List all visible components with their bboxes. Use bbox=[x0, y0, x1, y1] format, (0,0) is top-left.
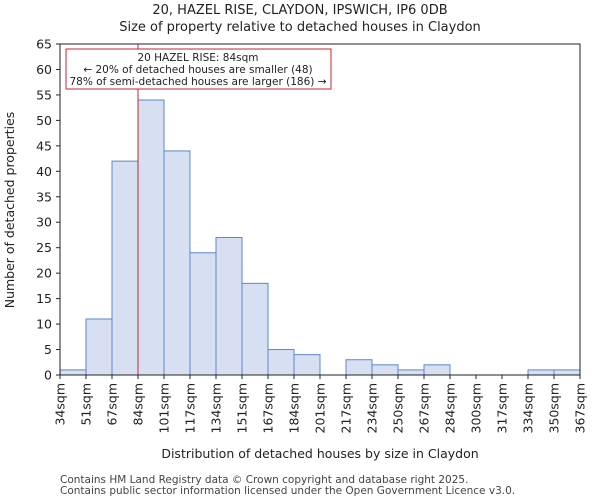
x-tick-label: 84sqm bbox=[131, 383, 146, 426]
x-tick-label: 367sqm bbox=[573, 383, 588, 433]
y-tick-label: 55 bbox=[36, 87, 52, 102]
bar-134sqm bbox=[215, 237, 243, 376]
bar-84sqm bbox=[137, 99, 165, 376]
footer-line-1: Contains HM Land Registry data © Crown c… bbox=[60, 474, 469, 486]
y-tick-label: 60 bbox=[36, 62, 52, 77]
bar-334sqm bbox=[527, 369, 555, 376]
chart-title: 20, HAZEL RISE, CLAYDON, IPSWICH, IP6 0D… bbox=[152, 3, 447, 18]
bar-267sqm bbox=[423, 364, 451, 376]
x-tick-label: 184sqm bbox=[287, 383, 302, 433]
x-tick-label: 201sqm bbox=[313, 383, 328, 433]
y-tick-label: 20 bbox=[36, 266, 52, 281]
y-tick-label: 45 bbox=[36, 138, 52, 153]
bar-350sqm bbox=[553, 369, 581, 376]
bar-34sqm bbox=[59, 369, 87, 376]
x-tick-label: 151sqm bbox=[235, 383, 250, 433]
x-tick-label: 350sqm bbox=[547, 383, 562, 433]
y-tick-label: 40 bbox=[36, 164, 52, 179]
x-tick-label: 134sqm bbox=[209, 383, 224, 433]
bar-167sqm bbox=[267, 349, 295, 376]
bar-151sqm bbox=[241, 282, 269, 376]
bar-67sqm bbox=[111, 160, 139, 376]
x-tick-label: 334sqm bbox=[521, 383, 536, 433]
x-tick-label: 34sqm bbox=[53, 383, 68, 426]
bar-101sqm bbox=[163, 150, 191, 376]
x-tick-label: 234sqm bbox=[365, 383, 380, 433]
y-axis-ticks: 0 5 10 15 20 25 30 35 40 45 50 55 60 65 bbox=[36, 37, 60, 383]
y-axis-label: Number of detached properties bbox=[2, 112, 17, 309]
bars-group bbox=[59, 99, 581, 376]
bar-250sqm bbox=[397, 369, 425, 376]
y-tick-label: 25 bbox=[36, 240, 52, 255]
annotation-line-1: 20 HAZEL RISE: 84sqm bbox=[137, 52, 258, 64]
x-tick-label: 117sqm bbox=[183, 383, 198, 433]
bar-234sqm bbox=[371, 364, 399, 376]
annotation-line-2: ← 20% of detached houses are smaller (48… bbox=[83, 64, 312, 76]
x-tick-label: 67sqm bbox=[105, 383, 120, 426]
y-tick-label: 10 bbox=[36, 317, 52, 332]
x-tick-label: 267sqm bbox=[417, 383, 432, 433]
y-tick-label: 50 bbox=[36, 113, 52, 128]
x-tick-label: 300sqm bbox=[469, 383, 484, 433]
bar-51sqm bbox=[85, 318, 113, 376]
x-tick-label: 217sqm bbox=[339, 383, 354, 433]
y-tick-label: 35 bbox=[36, 189, 52, 204]
y-tick-label: 0 bbox=[44, 368, 52, 383]
y-tick-label: 30 bbox=[36, 215, 52, 230]
x-tick-label: 317sqm bbox=[495, 383, 510, 433]
plot-frame bbox=[59, 43, 581, 376]
footer-line-2: Contains public sector information licen… bbox=[60, 485, 516, 497]
marker-annotation: 20 HAZEL RISE: 84sqm ← 20% of detached h… bbox=[65, 48, 332, 90]
y-tick-label: 5 bbox=[44, 342, 52, 357]
x-tick-label: 51sqm bbox=[79, 383, 94, 426]
x-tick-label: 250sqm bbox=[391, 383, 406, 433]
annotation-line-3: 78% of semi-detached houses are larger (… bbox=[70, 76, 327, 88]
annotation-box bbox=[65, 48, 332, 90]
bar-217sqm bbox=[345, 359, 373, 376]
x-axis-label: Distribution of detached houses by size … bbox=[161, 446, 478, 461]
x-tick-label: 101sqm bbox=[157, 383, 172, 433]
y-tick-label: 65 bbox=[36, 37, 52, 52]
x-axis-ticks: 34sqm 51sqm 67sqm 84sqm 101sqm 117sqm 134sqm 15… bbox=[53, 375, 588, 433]
y-tick-label: 15 bbox=[36, 291, 52, 306]
bar-117sqm bbox=[189, 252, 217, 376]
x-tick-label: 167sqm bbox=[261, 383, 276, 433]
x-tick-label: 284sqm bbox=[443, 383, 458, 433]
chart-subtitle: Size of property relative to detached ho… bbox=[119, 20, 481, 35]
bar-184sqm bbox=[293, 354, 321, 376]
